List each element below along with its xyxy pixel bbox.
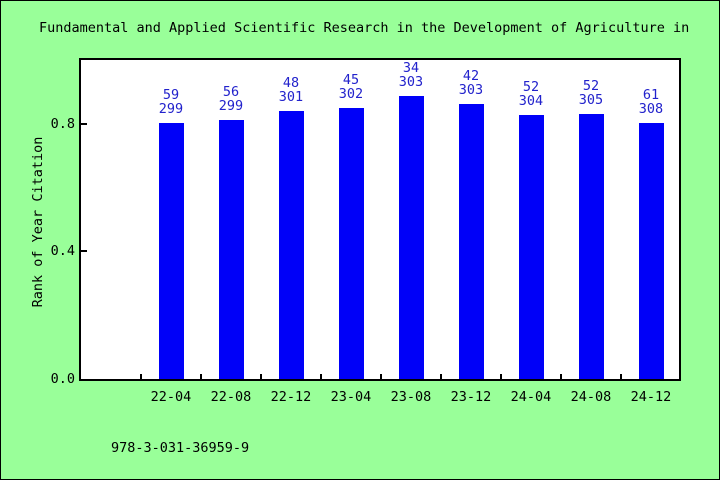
bar [458, 104, 484, 379]
bar [278, 111, 304, 379]
y-tick-mark [81, 250, 87, 252]
y-tick-mark [81, 123, 87, 125]
bar-total-value: 308 [638, 100, 664, 117]
bar [158, 123, 184, 379]
bar-rank-value: 52 [522, 79, 540, 95]
bar-value-label: 45 302 [321, 72, 381, 102]
bar-rank-value: 56 [222, 84, 240, 100]
plot-area: 59 299 56 299 48 301 45 302 34 303 42 303 52 304 52 305… [79, 58, 681, 381]
x-tick-mark [260, 374, 262, 379]
x-tick-label: 23-04 [330, 389, 372, 405]
x-tick-label: 23-08 [390, 389, 432, 405]
x-tick-label: 22-12 [270, 389, 312, 405]
bar [218, 120, 244, 379]
bar [638, 123, 664, 379]
x-tick-mark [440, 374, 442, 379]
bar-rank-value: 61 [642, 87, 660, 103]
bar-total-value: 299 [218, 97, 244, 114]
bar-value-label: 52 304 [501, 79, 561, 109]
bar-value-label: 48 301 [261, 75, 321, 105]
bar-rank-value: 45 [342, 72, 360, 88]
bar-total-value: 304 [518, 92, 544, 109]
bar-rank-value: 48 [282, 75, 300, 91]
bar [338, 108, 364, 379]
bar-total-value: 299 [158, 100, 184, 117]
x-tick-mark [200, 374, 202, 379]
bar-total-value: 305 [578, 91, 604, 108]
x-tick-mark [140, 374, 142, 379]
bar-total-value: 301 [278, 88, 304, 105]
x-tick-label: 22-08 [210, 389, 252, 405]
x-tick-label: 23-12 [450, 389, 492, 405]
bar [398, 96, 424, 379]
bar-total-value: 302 [338, 85, 364, 102]
bar-value-label: 52 305 [561, 78, 621, 108]
x-tick-mark [320, 374, 322, 379]
x-tick-mark [380, 374, 382, 379]
x-tick-mark [500, 374, 502, 379]
isbn-text: 978-3-031-36959-9 [111, 440, 250, 456]
x-tick-label: 22-04 [150, 389, 192, 405]
bar-total-value: 303 [398, 73, 424, 90]
y-tick-label: 0.0 [50, 371, 75, 387]
bar-value-label: 42 303 [441, 68, 501, 98]
x-tick-label: 24-04 [510, 389, 552, 405]
x-tick-label: 24-12 [630, 389, 672, 405]
bar-value-label: 56 299 [201, 84, 261, 114]
y-tick-label: 0.4 [50, 243, 75, 259]
x-tick-label: 24-08 [570, 389, 612, 405]
bar-value-label: 34 303 [381, 60, 441, 90]
bar [518, 115, 544, 379]
bar-value-label: 59 299 [141, 87, 201, 117]
chart-title: Fundamental and Applied Scientific Resea… [39, 20, 690, 36]
bar-rank-value: 34 [402, 60, 420, 76]
y-axis-label: Rank of Year Citation [30, 136, 46, 308]
x-tick-mark [560, 374, 562, 379]
bar [578, 114, 604, 379]
bar-total-value: 303 [458, 81, 484, 98]
y-tick-label: 0.8 [50, 116, 75, 132]
bar-rank-value: 59 [162, 87, 180, 103]
bar-rank-value: 52 [582, 78, 600, 94]
bar-rank-value: 42 [462, 68, 480, 84]
x-tick-mark [620, 374, 622, 379]
bar-value-label: 61 308 [621, 87, 681, 117]
